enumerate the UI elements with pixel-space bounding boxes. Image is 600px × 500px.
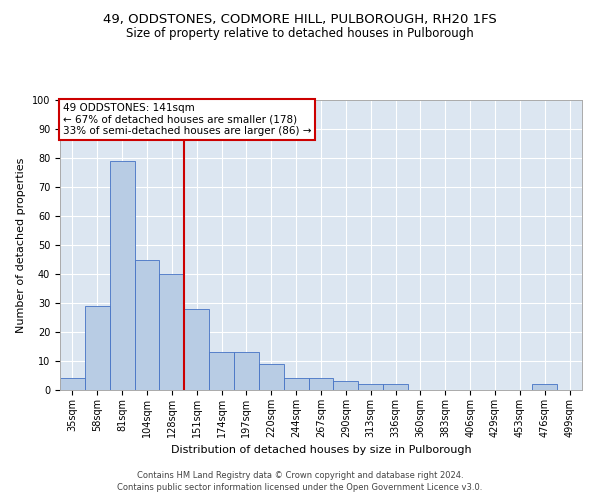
Bar — [134, 260, 160, 390]
Bar — [85, 306, 110, 390]
Text: 49 ODDSTONES: 141sqm
← 67% of detached houses are smaller (178)
33% of semi-deta: 49 ODDSTONES: 141sqm ← 67% of detached h… — [62, 103, 311, 136]
Bar — [234, 352, 259, 390]
Bar — [358, 384, 383, 390]
Bar — [209, 352, 234, 390]
Bar — [60, 378, 85, 390]
X-axis label: Distribution of detached houses by size in Pulborough: Distribution of detached houses by size … — [170, 446, 472, 456]
Y-axis label: Number of detached properties: Number of detached properties — [16, 158, 26, 332]
Bar — [308, 378, 334, 390]
Text: Size of property relative to detached houses in Pulborough: Size of property relative to detached ho… — [126, 28, 474, 40]
Bar — [334, 382, 358, 390]
Bar — [284, 378, 308, 390]
Bar — [259, 364, 284, 390]
Text: Contains HM Land Registry data © Crown copyright and database right 2024.
Contai: Contains HM Land Registry data © Crown c… — [118, 471, 482, 492]
Bar — [110, 161, 134, 390]
Text: 49, ODDSTONES, CODMORE HILL, PULBOROUGH, RH20 1FS: 49, ODDSTONES, CODMORE HILL, PULBOROUGH,… — [103, 12, 497, 26]
Bar — [383, 384, 408, 390]
Bar — [160, 274, 184, 390]
Bar — [184, 309, 209, 390]
Bar — [532, 384, 557, 390]
